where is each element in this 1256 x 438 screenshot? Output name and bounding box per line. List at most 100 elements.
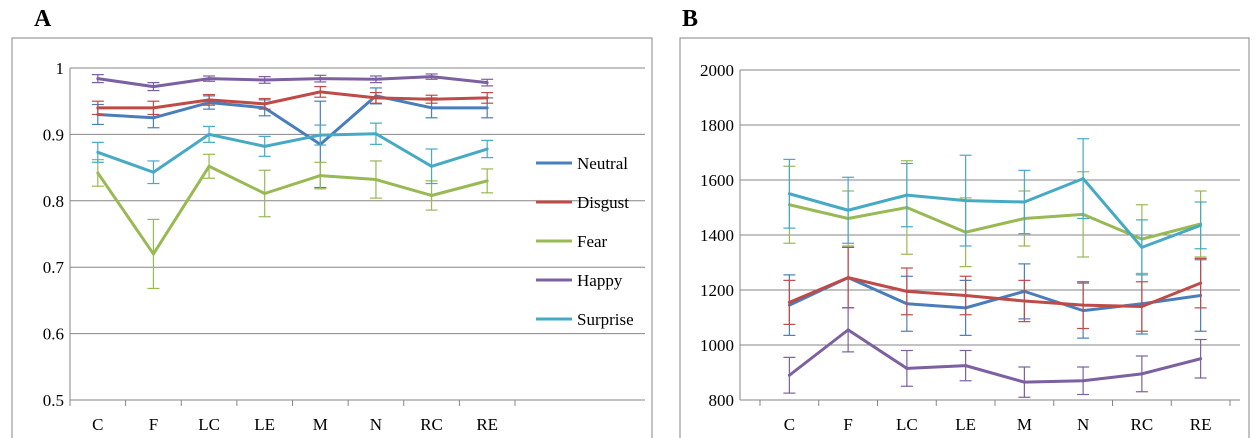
data-point — [964, 199, 968, 203]
legend-entry: Happy — [577, 271, 623, 290]
chart-a: 0.5 0.6 0.7 0.8 0.9 1 C F LC LE M N RC RE Neutral Disgu… — [11, 37, 653, 438]
data-point — [846, 208, 850, 212]
data-point — [1140, 305, 1144, 308]
series-surprise — [783, 138, 1207, 276]
series-line — [97, 132, 488, 174]
series-happy — [783, 307, 1207, 398]
chart-b: 800 1000 1200 1400 1600 1800 2000 C F LC LE M N RC RE — [679, 37, 1250, 438]
data-point — [905, 193, 909, 197]
data-point — [787, 192, 791, 196]
data-point — [846, 328, 850, 332]
x-tick-label: F — [149, 415, 158, 434]
data-point — [430, 106, 434, 110]
data-point — [96, 171, 100, 175]
data-point — [263, 78, 267, 82]
data-point — [318, 174, 322, 178]
data-point — [846, 276, 850, 280]
data-point — [430, 164, 434, 168]
data-point — [1199, 281, 1203, 285]
series-disgust — [91, 85, 494, 116]
chart-border — [679, 37, 1250, 438]
data-point — [1199, 223, 1203, 227]
data-point — [151, 85, 155, 89]
data-point — [1140, 245, 1144, 249]
data-point — [151, 170, 155, 174]
y-tick-label: 1400 — [700, 226, 734, 245]
data-point — [96, 150, 100, 154]
x-tick-label: C — [92, 415, 103, 434]
x-tick-label: M — [1017, 415, 1032, 434]
x-tick-label: C — [784, 415, 795, 434]
series-line — [97, 94, 488, 146]
data-point — [1022, 200, 1026, 204]
series-happy — [91, 73, 494, 92]
y-tick-label: 1 — [56, 59, 65, 78]
data-point — [374, 96, 378, 100]
y-tick-label: 0.8 — [43, 192, 64, 211]
x-tick-label: N — [370, 415, 382, 434]
y-tick-label: 0.6 — [43, 325, 64, 344]
data-point — [151, 106, 155, 110]
data-point — [263, 191, 267, 195]
data-point — [485, 179, 489, 183]
x-tick-label: LE — [955, 415, 976, 434]
series-line — [788, 328, 1201, 384]
legend-entry: Surprise — [577, 310, 634, 329]
y-tick-label: 0.7 — [43, 258, 65, 277]
chart-border — [11, 37, 653, 438]
panel-label-a: A — [34, 6, 52, 32]
data-point — [318, 133, 322, 137]
series-line — [97, 75, 488, 89]
y-tick-label: 800 — [709, 391, 735, 410]
series-line — [96, 164, 488, 256]
data-point — [485, 81, 489, 85]
data-point — [374, 132, 378, 136]
data-point — [485, 106, 489, 110]
data-point — [151, 252, 155, 256]
x-tick-label: N — [1077, 415, 1089, 434]
x-tick-label: LC — [198, 415, 220, 434]
legend-entry: Neutral — [577, 154, 628, 173]
y-tick-label: 1800 — [700, 116, 734, 135]
data-point — [207, 98, 211, 102]
data-point — [318, 77, 322, 81]
x-tick-label: RC — [1131, 415, 1154, 434]
y-tick-label: 1000 — [700, 336, 734, 355]
series-line — [788, 276, 1202, 308]
data-point — [964, 294, 968, 297]
legend-entry: Fear — [577, 232, 608, 251]
data-point — [207, 77, 211, 81]
y-tick-label: 1200 — [700, 281, 734, 300]
data-point — [1022, 380, 1026, 384]
data-point — [96, 77, 100, 81]
x-tick-label: RE — [1190, 415, 1212, 434]
data-point — [207, 132, 211, 136]
data-point — [318, 90, 322, 94]
data-point — [430, 193, 434, 197]
legend: Neutral Disgust Fear Happy Surprise — [536, 154, 634, 329]
y-tick-label: 0.9 — [43, 125, 64, 144]
series-neutral — [783, 246, 1207, 339]
data-point — [905, 366, 909, 370]
data-point — [151, 116, 155, 120]
data-point — [430, 97, 434, 101]
data-point — [485, 96, 489, 100]
data-point — [96, 106, 100, 110]
data-point — [787, 300, 791, 304]
data-point — [374, 77, 378, 81]
data-point — [1081, 379, 1085, 383]
data-point — [374, 178, 378, 182]
series-line — [788, 177, 1202, 249]
x-tick-label: LC — [896, 415, 918, 434]
data-point — [485, 147, 489, 151]
series-line — [97, 90, 488, 110]
data-point — [1199, 357, 1203, 361]
data-point — [430, 75, 434, 79]
series-fear — [91, 153, 494, 290]
y-tick-label: 0.5 — [43, 391, 64, 410]
x-tick-label: RC — [420, 415, 443, 434]
y-tick-label: 1600 — [700, 171, 734, 190]
data-point — [787, 373, 791, 377]
series-disgust — [783, 246, 1207, 332]
